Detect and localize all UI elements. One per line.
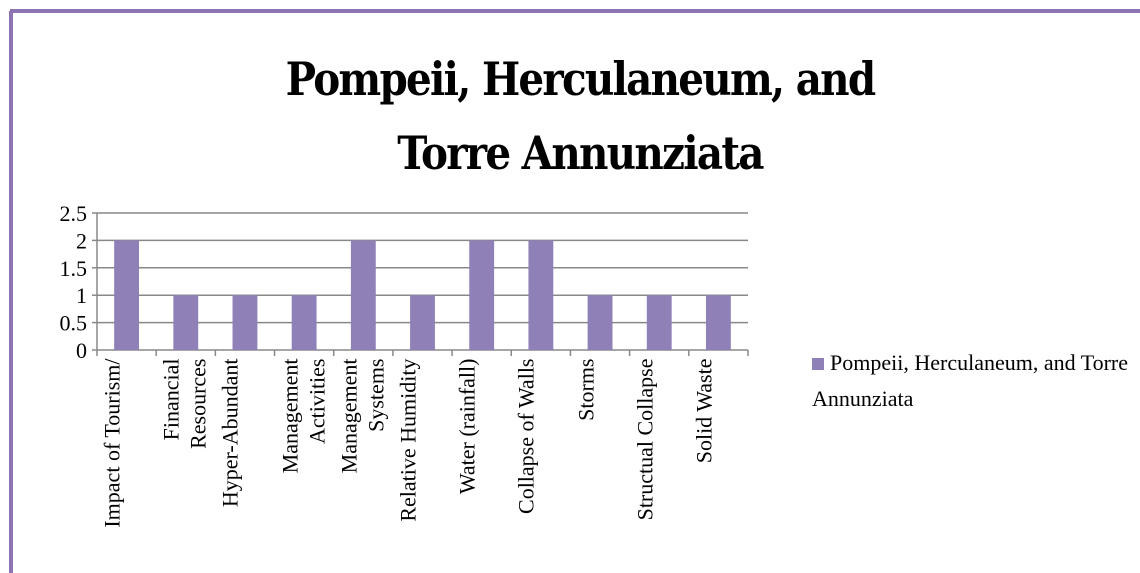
bar [291, 295, 317, 350]
chart-title: Pompeii, Herculaneum, and Torre Annunzia… [285, 52, 877, 180]
legend-label: Pompeii, Herculaneum, and Torre Annunzia… [812, 350, 1129, 411]
legend-swatch [812, 358, 824, 370]
x-tick-label: Hyper-Abundant [217, 358, 243, 507]
x-tick-label: Collapse of Walls [513, 358, 539, 514]
x-tick-label: Financial Resources [158, 358, 211, 449]
bar [528, 240, 554, 350]
bar [114, 240, 140, 350]
x-tick-label: Impact of Tourism/ [99, 358, 125, 528]
bar [410, 295, 435, 350]
bar [705, 295, 731, 350]
bar [646, 295, 672, 350]
x-tick-label: Relative Humidity [395, 358, 421, 522]
y-tick-label: 0 [76, 338, 87, 363]
x-tick-label: Structual Collapse [632, 358, 658, 520]
x-tick-label: Storms [573, 358, 599, 421]
bar [232, 295, 258, 350]
y-tick-label: 2 [76, 228, 87, 253]
y-tick-label: 0.5 [60, 311, 88, 336]
bar [587, 295, 613, 350]
x-tick-label: Water (rainfall) [454, 358, 480, 494]
bar [469, 240, 495, 350]
bar [350, 240, 376, 350]
y-tick-label: 2.5 [60, 201, 88, 226]
bar [173, 295, 199, 350]
x-tick-label: Management Systems [336, 358, 389, 473]
x-tick-label: Management Activities [277, 358, 330, 473]
y-tick-label: 1 [76, 283, 87, 308]
y-tick-label: 1.5 [60, 256, 88, 281]
legend: Pompeii, Herculaneum, and Torre Annunzia… [812, 345, 1132, 417]
x-tick-label: Solid Waste [691, 358, 717, 463]
